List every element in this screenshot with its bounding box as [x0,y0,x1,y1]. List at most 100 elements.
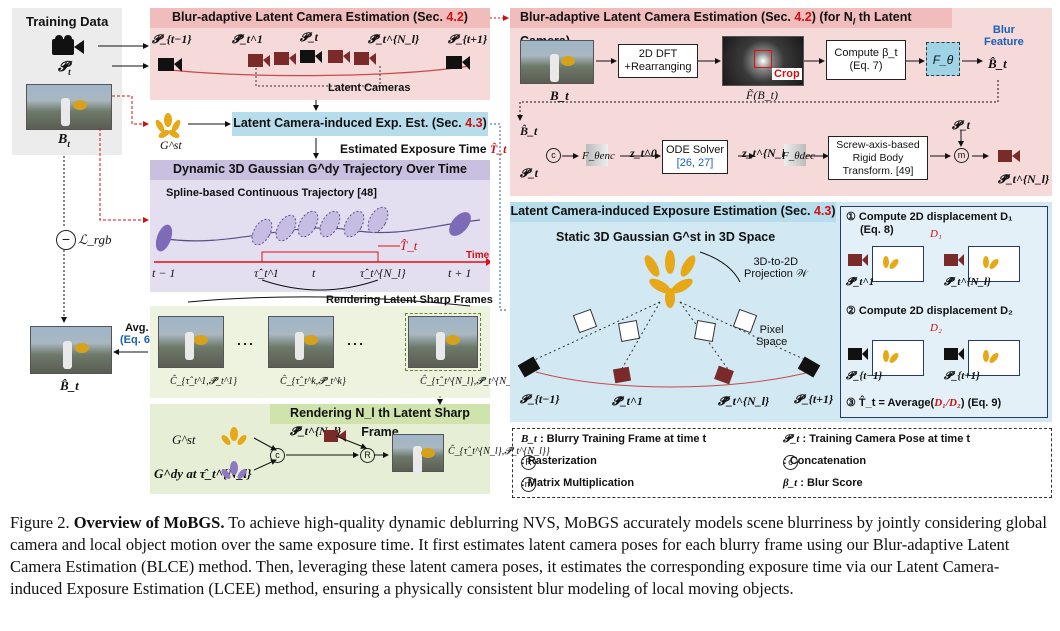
pixel-space-label: Pixel Space [756,324,788,348]
step1-cameras [848,254,999,269]
gst-label: G^st [160,138,182,152]
latent-frame-1-label: Ĉ_{τ̂_t^1,𝓟̂_t^1} [170,376,237,387]
blce-cam-label-4: 𝓟_{t+1} [448,32,488,46]
caption-title: Overview of MoBGS. [73,513,225,532]
z0-label: z_t^0 [630,146,657,160]
caption-label: Figure 2. [10,513,74,532]
render-nl-arrows [253,435,389,471]
bt-label: B_t [550,88,569,103]
step1-eq: (Eq. 8) [860,224,894,236]
znl-label: z_t^{N_l} [742,146,790,160]
lcee-cam-1: 𝓟̂_t^1 [612,394,643,408]
step1-label: ① Compute 2D displacement D₁ [846,211,1013,223]
render-dots-2: ⋯ [346,334,364,354]
dynamic-title: Dynamic 3D Gaussian G^dy Trajectory Over… [150,160,490,180]
lcee-small-title: Latent Camera-induced Exp. Est. (Sec. 4.… [233,116,487,130]
blce-cam-label-3: 𝓟̂_t^{N_l} [368,32,420,46]
pt-top-label: 𝓟_t [952,118,970,132]
main-flow-arrows [61,15,509,405]
lcee-small-box [232,112,488,136]
static-gaussian-label: Static 3D Gaussian G^st in 3D Space [556,230,776,244]
legend-item-0: B_t : Blurry Training Frame at time t [521,433,707,445]
crop-label: Crop [772,68,802,80]
legend-item-1: 𝓟_t : Training Camera Pose at time t [783,433,971,445]
output-camera-icon [998,150,1020,162]
bt-image [520,40,594,84]
fft-label: F̃(B_t) [746,88,778,102]
estimated-exposure-label: Estimated Exposure Time T̂_t [340,142,507,156]
latent-frame-k-image [268,316,334,368]
dynamic-panel [150,160,490,292]
concat-icon: c [546,148,561,163]
output-frame-image [30,326,112,374]
output-frame-label: B̂_t [60,378,79,393]
blur-feature-label: Blur Feature [984,24,1024,48]
blce-cam-label-0: 𝓟_{t−1} [152,32,192,46]
legend-item-3: c : Concatenation [783,455,866,470]
pt-input-label: 𝓟_t [520,166,538,180]
tick-3: τ̂_t^{N_l} [360,266,406,280]
screw-axis-box: Screw-axis-based Rigid Body Transform. [… [828,136,928,180]
latent-frame-nl-image [405,313,481,371]
legend-item-5: β_t : Blur Score [783,477,863,489]
rendering-latent-label: Rendering Latent Sharp Frames [326,294,493,306]
bhat-input-label: B̂_t [520,124,538,138]
fdec-label: F_θdec [782,150,815,162]
step2-cameras [848,348,999,363]
step1-cam-b-label: 𝓟̂_t^{N_l} [944,276,991,288]
camera-icon [52,35,84,55]
render-gst-label: G^st [172,432,196,447]
step1-frame-a [872,246,924,282]
lcee-cam-3: 𝓟_{t+1} [794,392,834,406]
trajectory-diagram [154,206,490,291]
render-nl-output-image [392,434,444,474]
avg-label: Avg. (Eq. 6) [120,322,154,346]
latent-cameras-label: Latent Cameras [328,82,411,94]
d1-label: D₁ [930,228,942,240]
step2-cam-a-label: 𝓟_{t−1} [846,370,883,382]
tick-1: τ̂_t^1 [254,266,279,280]
step2-label: ② Compute 2D displacement D₂ [846,305,1013,317]
blce-title: Blur-adaptive Latent Camera Estimation (… [150,8,490,28]
displacement-box [840,206,1048,418]
legend: B_t : Blurry Training Frame at time t 𝓟_… [512,428,1052,498]
training-data-title: Training Data [26,14,109,29]
blce-detail-arrows [517,58,999,159]
fenc-block [586,144,608,166]
lrgb-icon: − [56,230,76,250]
step3-label: ③ T̂_t = Average(D₁/D₂) (Eq. 9) [846,397,1002,409]
tick-0: t − 1 [152,266,176,280]
fdec-block [784,144,806,166]
camera-t-minus-1-icon [158,58,182,72]
lcee-cam-0: 𝓟_{t−1} [520,392,560,406]
latent-camera-icon [248,54,270,67]
lrgb-label: ℒ_rgb [78,232,112,247]
step2-cam-b-label: 𝓟_{t+1} [944,370,980,382]
ftheta-box: F_θ [926,42,960,76]
ode-solver-box: ODE Solver [26, 27] [662,140,728,174]
spline-label: Spline-based Continuous Trajectory [48] [166,187,377,199]
step2-frame-a [872,340,924,376]
blce-cam-label-1: 𝓟̂_t^1 [232,32,263,46]
lcee-scene [517,250,821,388]
pout-label: 𝓟̂_t^{N_l} [998,172,1050,186]
blur-feature-sym: B̂_t [988,56,1007,71]
legend-item-2: R : Rasterization [521,455,597,470]
dynamic-tsym: T̂_t [400,238,418,253]
render-nl-output-label: Ĉ_{τ̂_t^{N_l},𝓟̂_t^{N_l}} [448,446,550,457]
render-concat-icon: c [270,448,285,463]
time-label: Time [466,250,490,261]
figure-caption: Figure 2. Overview of MoBGS. To achieve … [10,512,1050,600]
projection-label: 3D-to-2D Projection 𝒲 [744,256,808,280]
caption-body: To achieve high-quality dynamic deblurri… [10,513,1047,598]
lcee-title: Latent Camera-induced Exposure Estimatio… [510,202,836,222]
render-dots-1: ⋯ [236,334,254,354]
dft-box: 2D DFT +Rearranging [618,44,698,78]
latent-frame-k-label: Ĉ_{τ̂_t^k,𝓟̂_t^k} [280,376,346,387]
gst-icon [150,112,186,140]
lcee-cam-2: 𝓟̂_t^{N_l} [718,394,770,408]
blurry-frame-label: Bt [58,132,70,149]
crop-rect [754,50,772,68]
render-nl-title: Rendering N_l th Latent Sharp Frame [270,404,490,439]
training-pose-label: 𝓟t [58,60,71,77]
